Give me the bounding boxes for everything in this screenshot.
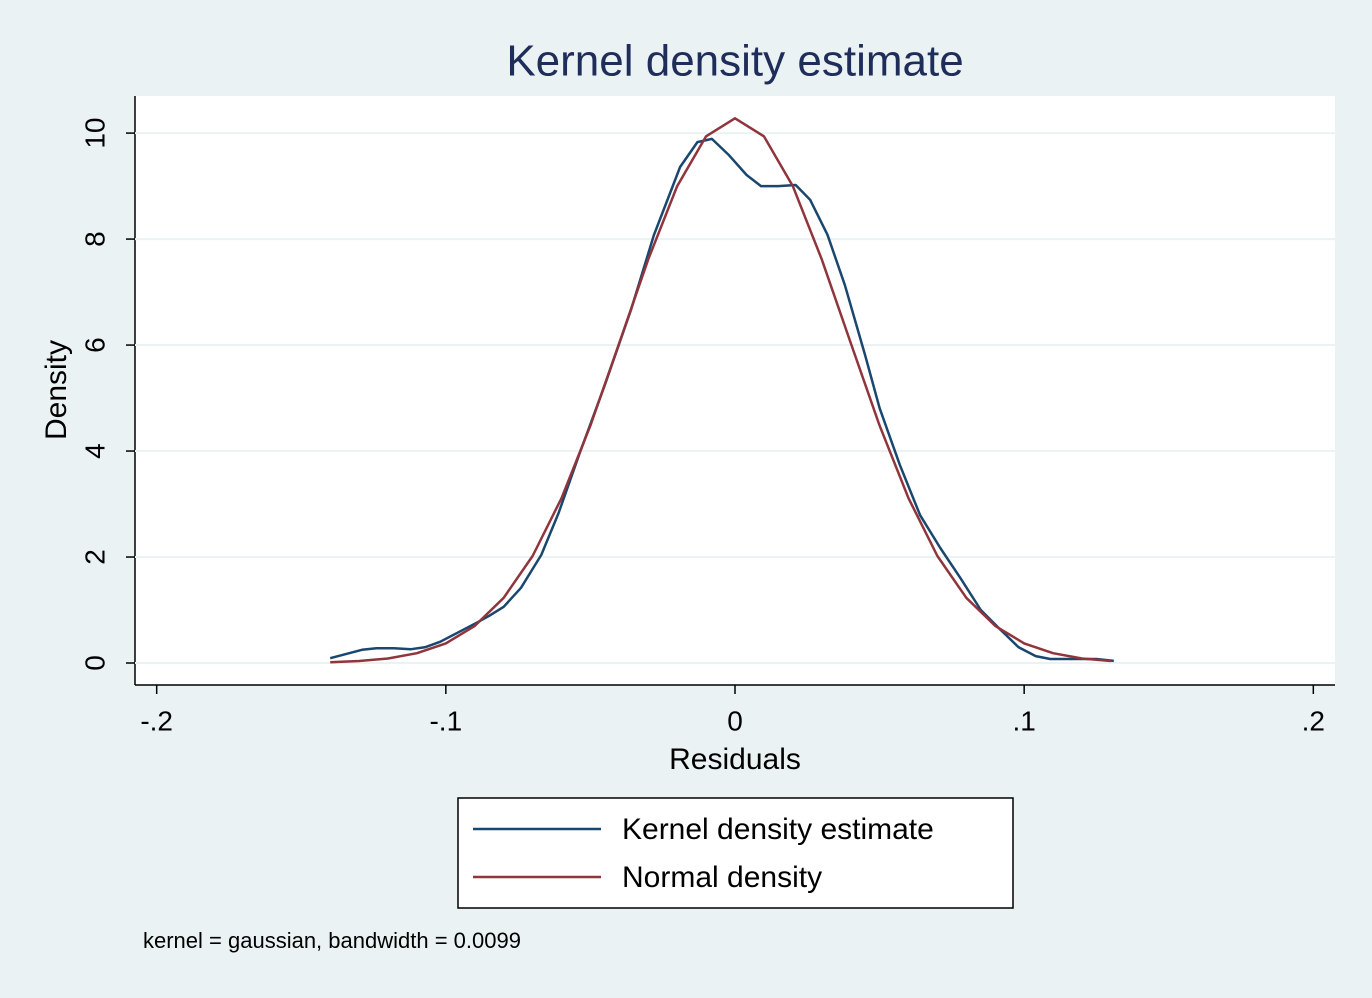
series-line [329, 137, 1114, 663]
y-tick-label: 10 [79, 118, 110, 149]
y-tick-label: 8 [79, 231, 110, 247]
plot-area [135, 96, 1335, 685]
note: kernel = gaussian, bandwidth = 0.0099 [143, 928, 521, 953]
chart-title: Kernel density estimate [506, 37, 963, 86]
legend-box [457, 797, 1014, 909]
x-tick-label: 0 [727, 705, 743, 736]
y-tick-label: 4 [79, 443, 110, 459]
x-tick-label: -.2 [140, 705, 173, 736]
y-tick-label: 2 [79, 549, 110, 565]
x-tick-label: -.1 [429, 705, 462, 736]
x-tick-label: .1 [1012, 705, 1035, 736]
legend-label: Kernel density estimate [622, 813, 934, 846]
series-line [330, 117, 1112, 664]
x-tick-label: .2 [1302, 705, 1325, 736]
legend-label: Normal density [622, 861, 822, 894]
y-axis-label: Density [40, 340, 73, 440]
x-axis-label: Residuals [669, 743, 801, 776]
y-tick-label: 0 [79, 655, 110, 671]
y-tick-label: 6 [79, 337, 110, 353]
